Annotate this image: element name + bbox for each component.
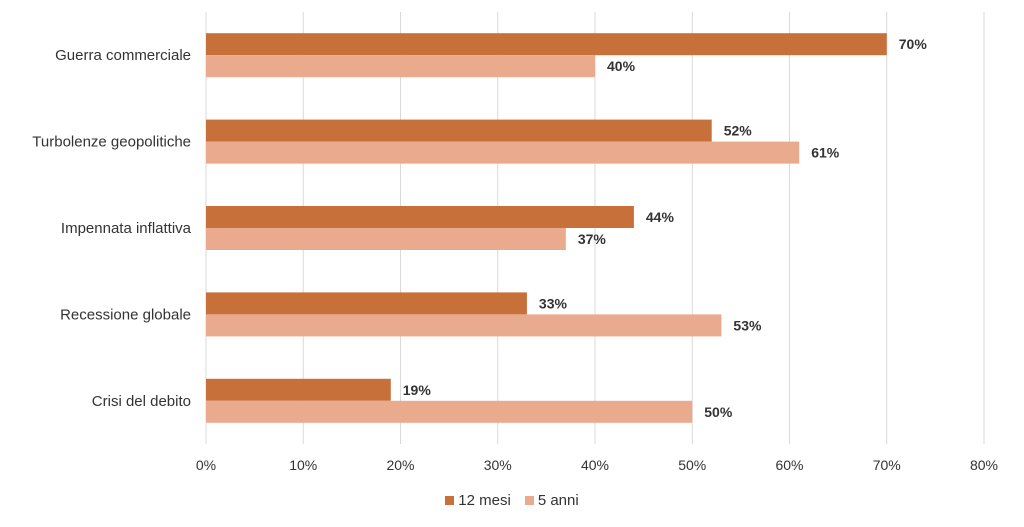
legend-swatch-12-mesi	[445, 496, 455, 505]
data-label: 19%	[403, 382, 432, 398]
x-tick-label: 30%	[484, 457, 512, 473]
legend-item-12-mesi: 12 mesi	[445, 492, 511, 509]
data-label: 37%	[578, 231, 607, 247]
x-tick-label: 60%	[775, 457, 803, 473]
category-label: Crisi del debito	[92, 393, 191, 410]
bar	[206, 292, 527, 315]
x-tick-label: 70%	[873, 457, 901, 473]
data-label: 52%	[724, 123, 753, 139]
legend-item-5-anni: 5 anni	[524, 492, 579, 509]
data-label: 61%	[811, 145, 840, 161]
data-label: 40%	[607, 58, 636, 74]
category-label: Turbolenze geopolitiche	[32, 134, 191, 151]
bar	[206, 314, 722, 337]
legend-label-12-mesi: 12 mesi	[458, 492, 511, 509]
x-tick-label: 80%	[970, 457, 998, 473]
x-tick-label: 10%	[289, 457, 317, 473]
data-label: 33%	[539, 295, 568, 311]
data-label: 44%	[646, 209, 675, 225]
x-tick-label: 0%	[196, 457, 216, 473]
bar	[206, 119, 712, 142]
legend-label-5-anni: 5 anni	[537, 492, 579, 509]
bar	[206, 33, 887, 56]
x-tick-label: 20%	[386, 457, 414, 473]
category-label: Recessione globale	[60, 306, 191, 323]
category-labels: Guerra commerciale Turbolenze geopolitich…	[32, 47, 191, 410]
bar	[206, 141, 800, 164]
legend: 12 mesi 5 anni	[0, 492, 1024, 509]
bar	[206, 400, 693, 423]
data-label: 70%	[899, 36, 928, 52]
x-tick-labels: 0% 10% 20% 30% 40% 50% 60% 70% 80%	[196, 457, 998, 473]
category-label: Guerra commerciale	[55, 47, 191, 64]
category-label: Impennata inflattiva	[61, 220, 192, 237]
data-label: 50%	[704, 404, 733, 420]
bar	[206, 206, 634, 228]
data-label: 53%	[733, 317, 762, 333]
bar	[206, 378, 391, 401]
bar	[206, 55, 595, 78]
bars	[206, 33, 887, 423]
data-labels: 70% 40% 52% 61% 44% 37% 33% 53% 19% 50%	[403, 36, 928, 420]
x-tick-label: 40%	[581, 457, 609, 473]
x-tick-label: 50%	[678, 457, 706, 473]
legend-swatch-5-anni	[524, 496, 534, 505]
bar	[206, 228, 566, 250]
